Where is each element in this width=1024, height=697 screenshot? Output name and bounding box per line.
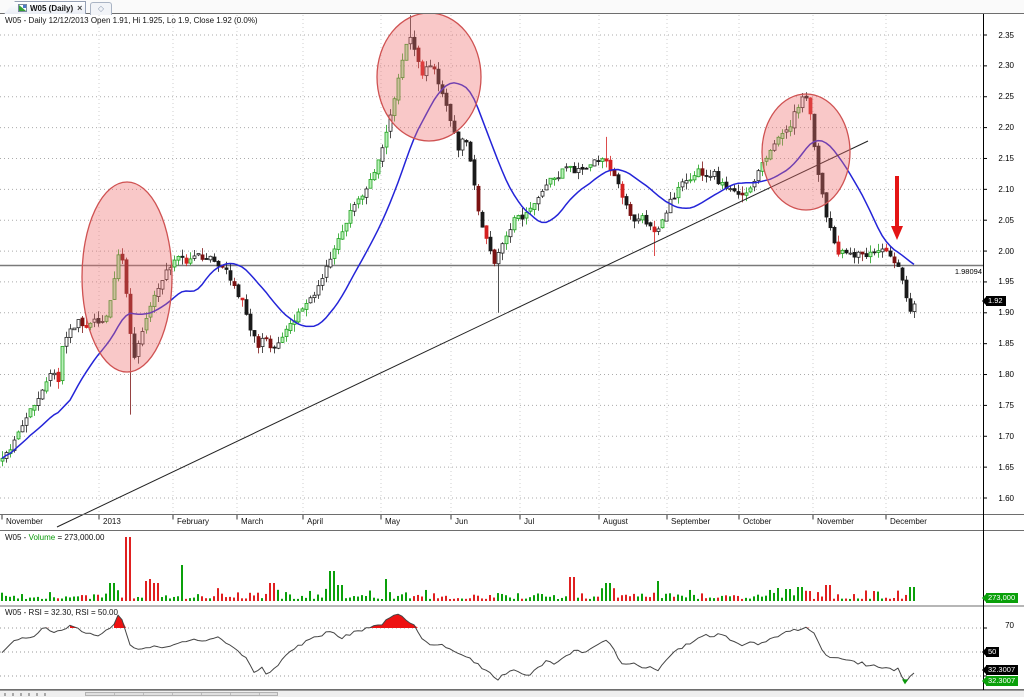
x-axis-month-label: May	[385, 517, 401, 526]
x-axis-month-label: November	[6, 517, 43, 526]
rsi-value-tag-black: 32.3007	[981, 665, 1019, 675]
volume-header-name: Volume	[28, 533, 56, 542]
chart-tab-icon	[18, 4, 27, 12]
highlight-ellipse[interactable]	[81, 181, 173, 373]
y-axis-label: 2.10	[998, 184, 1014, 194]
volume-value-tag: 273,000	[981, 593, 1019, 603]
x-axis-month-label: December	[890, 517, 927, 526]
tab-bar: W05 (Daily) × ◇	[0, 0, 1024, 15]
gridlines	[0, 15, 983, 677]
y-axis-label: 2.15	[998, 153, 1014, 163]
y-axis-label: 1.75	[998, 400, 1014, 410]
horizontal-scrollbar[interactable]	[0, 690, 1024, 697]
x-axis-month-label: Jun	[455, 517, 468, 526]
candlesticks	[0, 15, 917, 467]
rsi-low-marker	[902, 679, 908, 685]
volume-header-symbol: W05 -	[5, 533, 29, 542]
drawing-annotations[interactable]	[81, 12, 903, 373]
price-panel-header: W05 - Daily 12/12/2013 Open 1.91, Hi 1.9…	[5, 16, 258, 25]
rsi-70-label: 70	[1005, 621, 1014, 630]
y-axis-label: 1.85	[998, 339, 1014, 349]
highlight-ellipse[interactable]	[761, 93, 851, 211]
y-axis-label: 2.30	[998, 61, 1014, 71]
rsi-50-tag: 50	[981, 647, 1000, 657]
x-axis-month-label: September	[671, 517, 711, 526]
x-axis-month-label: Jul	[524, 517, 535, 526]
x-axis-month-label: August	[603, 517, 628, 526]
scrollbar-ticks	[4, 693, 48, 696]
y-axis-label: 1.60	[998, 493, 1014, 503]
tab-title: W05 (Daily)	[30, 3, 74, 13]
tab-w05-daily[interactable]: W05 (Daily) ×	[4, 1, 86, 14]
volume-header-value: = 273,000.00	[55, 533, 105, 542]
y-axis-label: 1.90	[998, 308, 1014, 318]
down-arrow-head[interactable]	[891, 226, 903, 240]
new-tab-icon: ◇	[97, 4, 105, 13]
volume-panel-header: W05 - Volume = 273,000.00	[5, 533, 104, 542]
x-axis-month-label: March	[241, 517, 264, 526]
hline-value-label: 1.98094	[954, 267, 982, 276]
y-axis-label: 2.20	[998, 123, 1014, 133]
volume-bars	[1, 537, 915, 601]
tab-close-icon[interactable]: ×	[77, 3, 83, 13]
y-axis-label: 2.00	[998, 246, 1014, 256]
x-axis-month-label: February	[177, 517, 210, 526]
y-axis-label: 1.70	[998, 431, 1014, 441]
highlight-ellipse[interactable]	[376, 12, 482, 142]
x-axis-month-label: October	[743, 517, 772, 526]
rsi-panel-header: W05 - RSI = 32.30, RSI = 50.00	[5, 608, 118, 617]
moving-average-line	[1, 82, 915, 460]
y-axis-label: 1.80	[998, 370, 1014, 380]
y-axis-label: 2.35	[998, 30, 1014, 40]
y-axis-label: 1.95	[998, 277, 1014, 287]
trendline[interactable]	[56, 140, 869, 528]
x-axis-month-label: November	[817, 517, 854, 526]
new-tab-button[interactable]: ◇	[90, 2, 112, 15]
scrollbar-thumb[interactable]	[85, 692, 278, 696]
y-axis-label: 2.05	[998, 215, 1014, 225]
last-price-tag: 1.92	[982, 296, 1006, 306]
x-axis-month-label: April	[307, 517, 324, 526]
rsi-indicator	[1, 613, 915, 685]
rsi-value-tag-green: 32.3007	[981, 676, 1019, 686]
y-axis-label: 1.65	[998, 462, 1014, 472]
y-axis-label: 2.25	[998, 92, 1014, 102]
x-axis-month-label: 2013	[103, 517, 121, 526]
panel-frame	[0, 14, 1024, 690]
